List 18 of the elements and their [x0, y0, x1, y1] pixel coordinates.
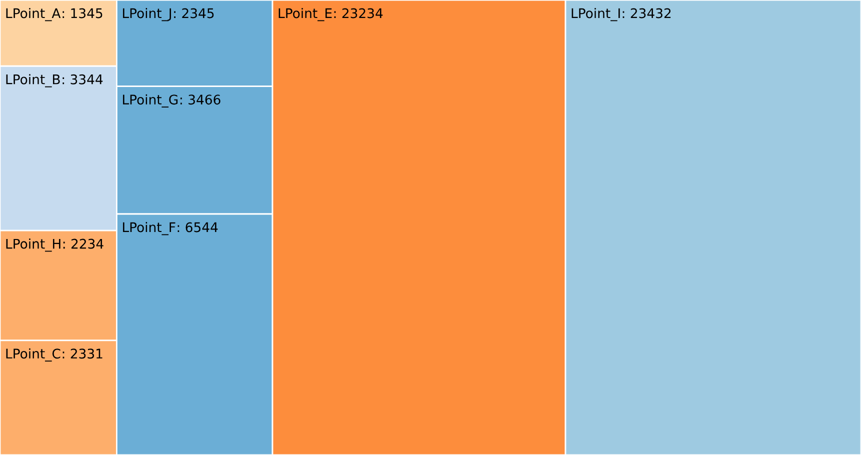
data-label: : 2234: [63, 238, 104, 249]
data-label: : 2345: [174, 8, 214, 18]
data-label: : 3344: [62, 74, 103, 84]
category-label: LPoint_C: [6, 348, 60, 362]
data-label: : 6544: [178, 222, 218, 232]
category-label: LPoint_H: [6, 238, 60, 252]
category-label: LPoint_E: [278, 8, 332, 22]
category-label: LPoint_F: [122, 222, 176, 236]
data-label: : 1345: [62, 8, 102, 18]
data-label: : 2331: [62, 348, 102, 359]
category-label: LPoint_A: [6, 8, 61, 22]
category-label: LPoint_G: [122, 94, 178, 108]
data-label: : 23234: [334, 8, 383, 18]
category-label: LPoint_B: [6, 74, 60, 88]
category-label: LPoint_I: [572, 8, 620, 22]
category-label: LPoint_J: [122, 8, 171, 22]
data-label: : 3466: [180, 94, 220, 105]
data-label: : 23432: [622, 8, 671, 18]
